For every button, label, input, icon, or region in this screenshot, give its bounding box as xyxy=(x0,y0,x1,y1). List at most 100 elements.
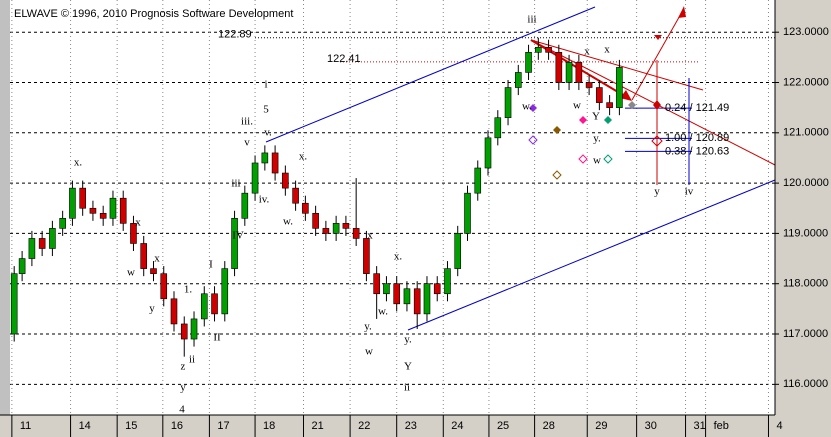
level-label: 122.41 xyxy=(327,53,361,65)
wave-label: w xyxy=(593,155,601,167)
labels: 122.89 122.41 0.24 / 121.49 1.00 / 120.890.… xyxy=(74,14,729,416)
wave-label: w. xyxy=(522,101,532,113)
candle-body xyxy=(383,283,390,295)
wave-label: iv. xyxy=(259,194,270,206)
candle-body xyxy=(160,273,168,300)
candle-body xyxy=(474,167,482,194)
wave-label: x xyxy=(154,253,160,265)
triangle xyxy=(654,35,662,40)
candle-body xyxy=(109,197,117,219)
wave-label: y xyxy=(149,303,155,315)
candle-body xyxy=(119,197,127,224)
candle-body xyxy=(352,228,360,239)
candle-body xyxy=(211,293,218,315)
candle-body xyxy=(221,268,229,315)
candle-body xyxy=(302,202,309,214)
x-tick-label: 15 xyxy=(125,420,137,432)
candle-body xyxy=(484,137,492,169)
diamond xyxy=(578,154,588,164)
y-tick-label: 120.0000 xyxy=(783,177,829,189)
candle-body xyxy=(241,192,249,219)
x-tick-label: 31 xyxy=(694,420,706,432)
wave-label: Y xyxy=(404,361,412,373)
wave-label: z xyxy=(181,361,186,373)
diamond xyxy=(604,116,612,124)
wave-label: iii xyxy=(231,178,240,190)
x-tick-label: 29 xyxy=(595,420,607,432)
wave-label: w. xyxy=(283,216,293,228)
candle-body xyxy=(525,52,532,73)
y-tick-label: 117.0000 xyxy=(783,328,828,340)
diamond xyxy=(653,100,661,110)
x-tick-label: 22 xyxy=(358,420,370,432)
wave-label: v xyxy=(244,137,250,149)
wave-label: I xyxy=(209,259,213,271)
diamond xyxy=(529,104,537,112)
x-tick-label: 11 xyxy=(20,420,31,432)
candle-body xyxy=(69,187,76,219)
x-tick-label: 14 xyxy=(79,420,91,432)
wave-label: x. xyxy=(299,151,308,163)
candle-body xyxy=(130,223,137,244)
wave-label: x xyxy=(135,217,141,229)
wave-label: iv xyxy=(685,186,694,198)
candle-body xyxy=(444,268,451,295)
candle-body xyxy=(606,102,613,108)
wave-label: y xyxy=(180,382,186,394)
channel-line xyxy=(407,179,776,331)
x-tick-label: 28 xyxy=(543,420,555,432)
left-strip xyxy=(0,0,10,415)
candles xyxy=(10,37,623,357)
diamond xyxy=(651,135,663,147)
candle-body xyxy=(433,283,441,295)
y-tick-label: 116.0000 xyxy=(783,378,828,390)
wave-label: w xyxy=(365,346,373,358)
y-tick-label: 123.0000 xyxy=(783,26,829,38)
candle-body xyxy=(535,46,542,53)
wave-label: x. xyxy=(394,251,403,263)
candle-body xyxy=(200,293,208,320)
y-tick-label: 122.0000 xyxy=(783,76,829,88)
arrow-head xyxy=(620,90,632,101)
candle-body xyxy=(38,238,46,249)
y-axis-panel xyxy=(775,0,831,415)
x-tick-label: 18 xyxy=(263,420,275,432)
wave-label: Y xyxy=(592,111,600,123)
candle-body xyxy=(596,87,603,103)
candle-body xyxy=(565,62,573,83)
wave-label: w xyxy=(127,267,135,279)
diamond xyxy=(552,170,562,180)
candle-body xyxy=(413,288,421,315)
x-tick-label: 4 xyxy=(776,420,782,432)
candle-body xyxy=(322,228,330,234)
candle-body xyxy=(454,233,462,269)
level-label: 122.89 xyxy=(218,29,252,41)
wave-label: v. xyxy=(264,127,272,139)
x-tick-label: 23 xyxy=(405,420,417,432)
target-label: 1.00 / 120.89 xyxy=(665,132,729,144)
plot-area xyxy=(10,0,775,415)
y-tick-label: 121.0000 xyxy=(783,127,829,139)
arrow-head xyxy=(678,6,686,18)
wave-label: x xyxy=(584,46,590,58)
candle-body xyxy=(49,228,56,249)
wave-label: x xyxy=(367,230,373,242)
candle-body xyxy=(28,238,36,259)
wave-label: ii xyxy=(189,354,195,366)
candle-body xyxy=(464,192,471,234)
channel-line xyxy=(265,6,596,143)
arrow xyxy=(631,11,683,101)
wave-label: IV xyxy=(232,230,244,242)
candle-body xyxy=(514,72,522,88)
wave-label: y. xyxy=(593,133,601,145)
wave-label: 1. xyxy=(184,284,193,296)
candle-body xyxy=(251,162,259,194)
candle-body xyxy=(555,52,563,83)
trend-line xyxy=(530,39,704,91)
y-tick-label: 119.0000 xyxy=(783,227,828,239)
x-tick-label: 25 xyxy=(497,420,509,432)
y-tick-label: 118.0000 xyxy=(783,278,828,290)
target-label: 0.24 / 121.49 xyxy=(665,102,729,114)
wave-label: iii. xyxy=(241,116,253,128)
